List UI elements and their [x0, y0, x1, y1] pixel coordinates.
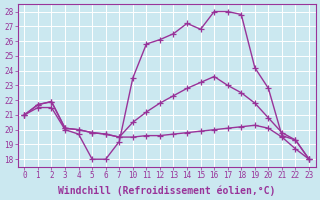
X-axis label: Windchill (Refroidissement éolien,°C): Windchill (Refroidissement éolien,°C): [58, 185, 276, 196]
